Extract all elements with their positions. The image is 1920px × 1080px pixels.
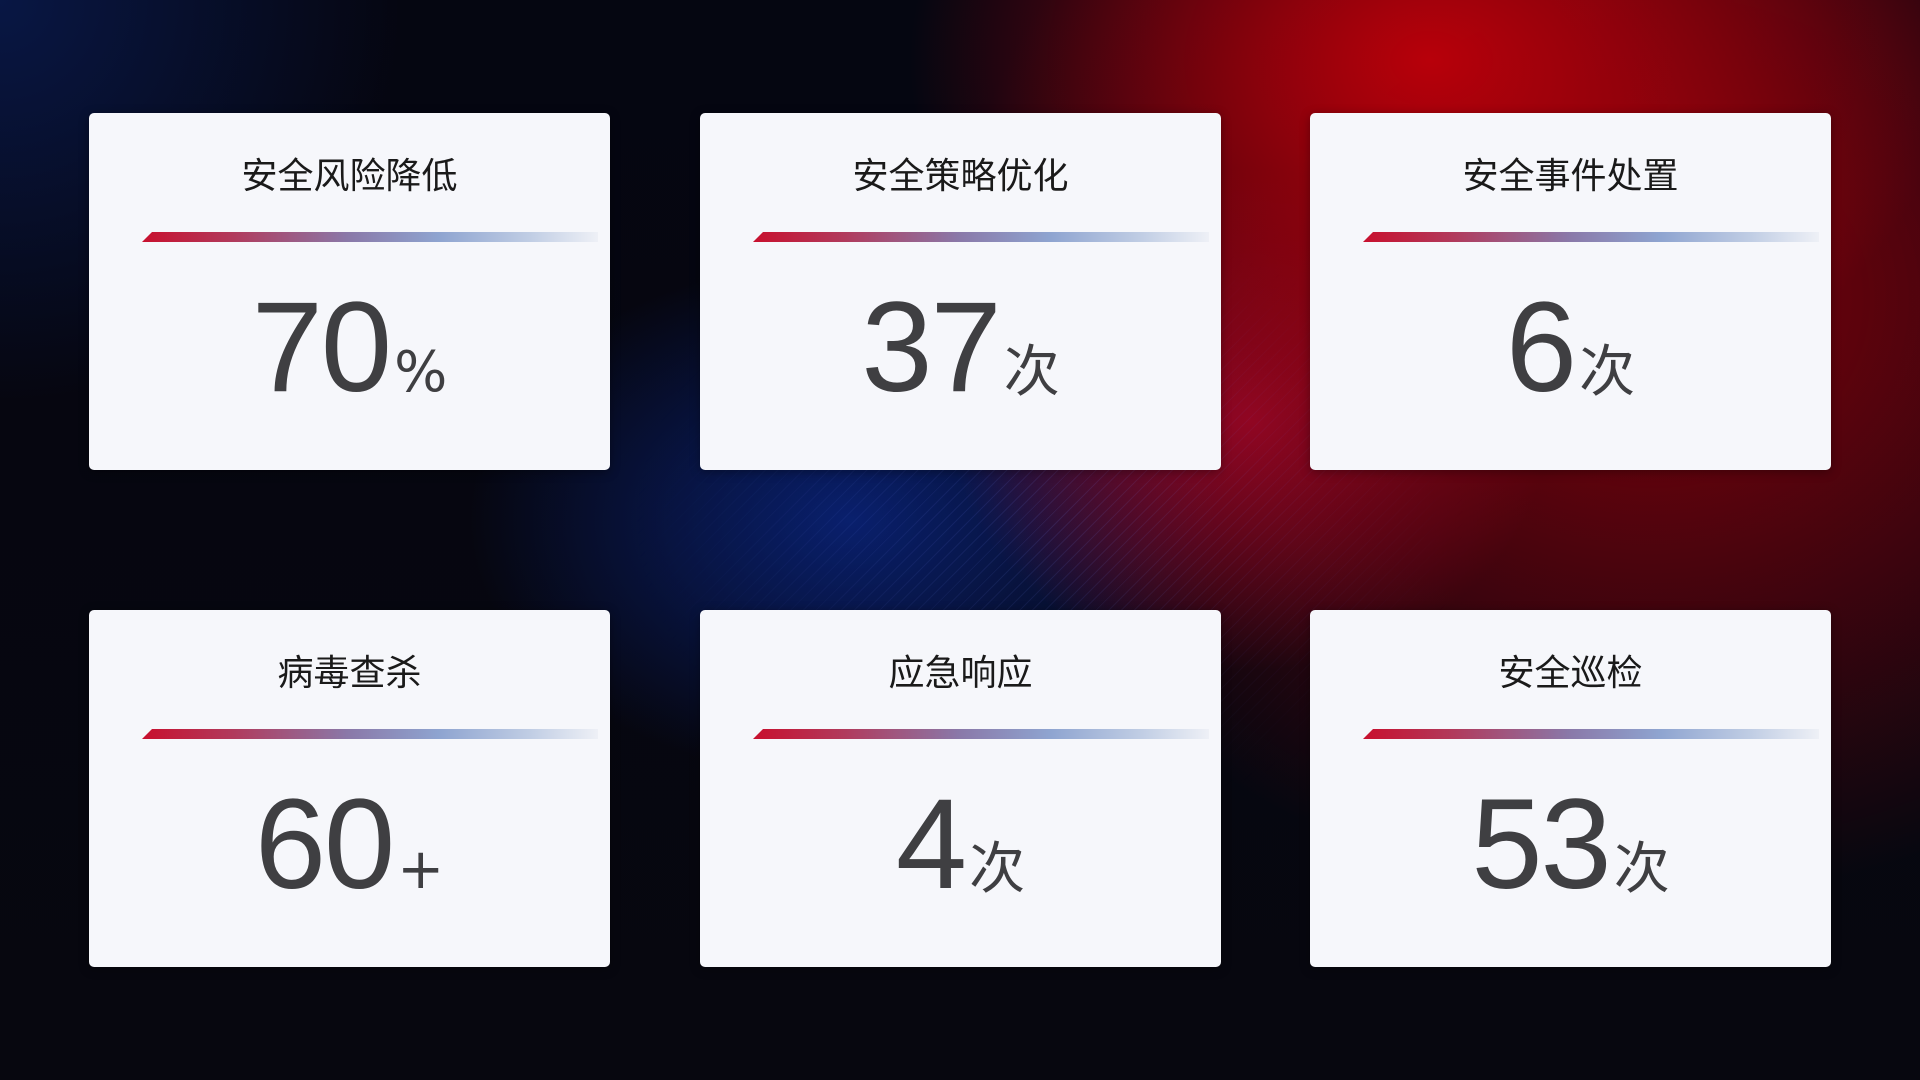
stat-card-security-inspection: 安全巡检 53次 xyxy=(1310,610,1831,967)
card-title: 安全风险降低 xyxy=(241,156,458,197)
value-number: 4 xyxy=(895,773,967,916)
card-value: 70% xyxy=(89,273,610,423)
card-value: 60+ xyxy=(89,770,610,920)
card-title: 安全事件处置 xyxy=(1462,156,1679,197)
gradient-divider xyxy=(142,232,598,242)
card-value: 37次 xyxy=(700,273,1221,423)
value-unit: % xyxy=(394,340,448,405)
value-unit: + xyxy=(397,837,445,902)
value-number: 37 xyxy=(861,276,1001,419)
value-number: 70 xyxy=(251,276,392,419)
card-value: 6次 xyxy=(1310,273,1831,423)
gradient-divider xyxy=(753,729,1209,739)
value-number: 60 xyxy=(254,773,395,916)
card-title: 应急响应 xyxy=(888,653,1033,694)
value-number: 6 xyxy=(1505,276,1577,419)
value-unit: 次 xyxy=(1579,340,1636,405)
stat-card-virus-removal: 病毒查杀 60+ xyxy=(89,610,610,967)
card-value: 4次 xyxy=(700,770,1221,920)
value-number: 53 xyxy=(1471,773,1611,916)
value-unit: 次 xyxy=(969,837,1026,902)
stat-card-policy-optimization: 安全策略优化 37次 xyxy=(700,113,1221,470)
gradient-divider xyxy=(1363,232,1819,242)
gradient-divider xyxy=(142,729,598,739)
stat-card-emergency-response: 应急响应 4次 xyxy=(700,610,1221,967)
card-title: 安全策略优化 xyxy=(852,156,1069,197)
card-value: 53次 xyxy=(1310,770,1831,920)
card-title: 病毒查杀 xyxy=(277,653,422,694)
gradient-divider xyxy=(1363,729,1819,739)
stat-card-incident-handling: 安全事件处置 6次 xyxy=(1310,113,1831,470)
gradient-divider xyxy=(753,232,1209,242)
value-unit: 次 xyxy=(1003,340,1060,405)
stat-card-risk-reduction: 安全风险降低 70% xyxy=(89,113,610,470)
card-title: 安全巡检 xyxy=(1498,653,1643,694)
value-unit: 次 xyxy=(1613,837,1670,902)
